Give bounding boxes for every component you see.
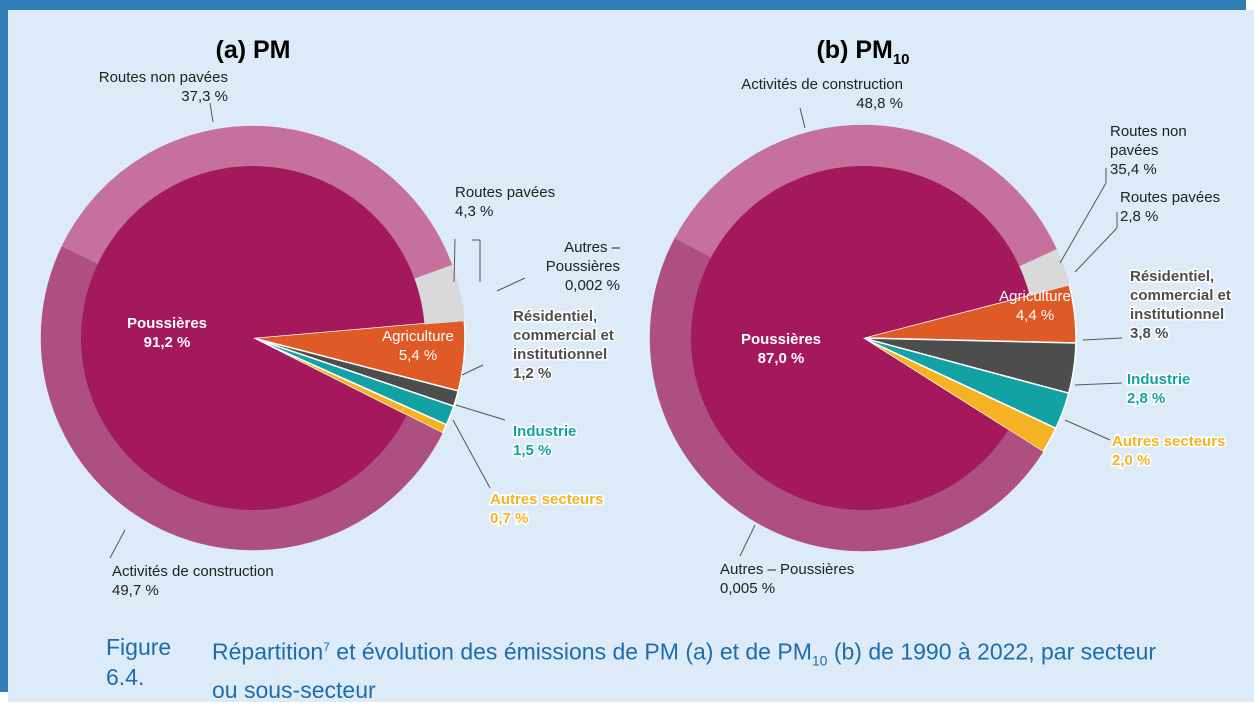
title-text: (b) PM (816, 36, 893, 64)
ring-label: Autres – Poussières 0,005 % (720, 560, 920, 598)
label-value: 1,5 % (512, 441, 553, 461)
leader-line (496, 277, 526, 292)
leader-line (109, 529, 126, 559)
label-name: Agriculture (382, 328, 454, 345)
label-value: 0,002 % (564, 277, 620, 294)
label-name: Routes pavées (455, 184, 556, 201)
ring-label: Activités de construction 48,8 % (703, 75, 903, 113)
page: Figure 6.4. Répartition7 et évolution de… (0, 10, 1254, 712)
caption-label: Figure 6.4. (106, 634, 172, 690)
pie-slice (691, 165, 1030, 510)
leader-line (452, 419, 491, 489)
caption-part: Répartition (212, 638, 324, 665)
ring-label: Routes non pavées 35,4 % (1110, 122, 1230, 179)
slice-label: Résidentiel, commercial et institutionne… (1129, 267, 1254, 344)
label-value: 3,8 % (1129, 324, 1170, 344)
leader-line (1064, 419, 1111, 441)
label-name: Poussières (126, 315, 208, 332)
label-value: 37,3 % (181, 88, 228, 105)
label-name: Routes pavées (1120, 189, 1221, 206)
label-name: Routes non pavées (98, 69, 228, 86)
label-name: Activités de construction (112, 563, 274, 580)
label-value: 1,2 % (512, 364, 553, 384)
leader-line (1082, 337, 1123, 341)
slice-label: Poussières 87,0 % (701, 330, 861, 368)
label-name: Industrie (1126, 370, 1192, 390)
label-value: 35,4 % (1110, 161, 1157, 178)
leader-line (1074, 382, 1123, 386)
label-value: 91,2 % (143, 334, 191, 351)
caption-part: et évolution des émissions de PM (a) et … (329, 638, 812, 665)
ring-label: Autres – Poussières 0,002 % (530, 238, 620, 295)
label-name: Résidentiel, commercial et institutionne… (1129, 267, 1233, 325)
ring-segment (1028, 284, 1070, 296)
slice-label: Poussières 91,2 % (87, 314, 247, 352)
leader-line (455, 404, 506, 421)
label-value: 2,0 % (1111, 451, 1152, 471)
chart-title: (b) PM10 (816, 36, 909, 68)
slice-label: Industrie 2,8 % (1126, 370, 1247, 409)
label-value: 0,7 % (489, 509, 530, 529)
ring-label: Activités de construction 49,7 % (112, 562, 312, 600)
label-value: 48,8 % (856, 95, 903, 112)
label-name: Agriculture (999, 288, 1071, 305)
label-value: 0,005 % (720, 580, 776, 597)
pie-slice (81, 166, 425, 510)
slice-label: Agriculture 5,4 % (358, 327, 478, 365)
slice-label: Agriculture 4,4 % (990, 287, 1080, 325)
label-value: 2,8 % (1120, 208, 1159, 225)
leader-line (209, 102, 214, 123)
leader-line (461, 364, 484, 376)
ring-label: Routes pavées 4,3 % (455, 183, 575, 221)
label-name: Autres secteurs (1111, 432, 1227, 452)
caption-text: Répartition7 et évolution des émissions … (212, 632, 1172, 705)
title-subscript: 10 (892, 51, 910, 68)
label-value: 5,4 % (398, 347, 438, 364)
label-value: 2,8 % (1126, 389, 1167, 409)
ring-label: Routes pavées 2,8 % (1120, 188, 1254, 226)
label-name: Activités de construction (741, 76, 903, 93)
leader-line (799, 107, 806, 129)
caption-sub: 10 (811, 652, 828, 669)
label-name: Autres secteurs (489, 490, 605, 510)
label-name: Autres – Poussières (545, 239, 620, 275)
label-value: 87,0 % (757, 350, 805, 367)
slice-label: Industrie 1,5 % (512, 422, 633, 461)
ring-label: Routes non pavées 37,3 % (28, 68, 228, 106)
label-name: Routes non pavées (1110, 123, 1187, 159)
slice-label: Résidentiel, commercial et institutionne… (512, 307, 638, 384)
label-name: Autres – Poussières (720, 561, 855, 578)
chart-title: (a) PM (216, 36, 291, 65)
leader-line (1059, 182, 1107, 264)
ring-segment (423, 320, 465, 325)
caption-part: (b) de 1990 à 2022, par secteur ou sous-… (212, 638, 1157, 704)
leader-line (453, 238, 456, 283)
label-value: 4,4 % (1015, 307, 1055, 324)
slice-label: Autres secteurs 2,0 % (1111, 432, 1252, 471)
caption-sup: 7 (323, 640, 330, 654)
leader-line (1074, 227, 1118, 273)
title-text: (a) PM (215, 36, 291, 64)
label-name: Résidentiel, commercial et institutionne… (512, 307, 616, 365)
label-name: Industrie (512, 422, 578, 442)
label-value: 49,7 % (112, 582, 159, 599)
slice-label: Autres secteurs 0,7 % (489, 490, 630, 529)
label-name: Poussières (740, 331, 822, 348)
label-value: 4,3 % (455, 203, 494, 220)
figure-panel: Figure 6.4. Répartition7 et évolution de… (8, 10, 1254, 705)
leader-line (739, 524, 756, 557)
